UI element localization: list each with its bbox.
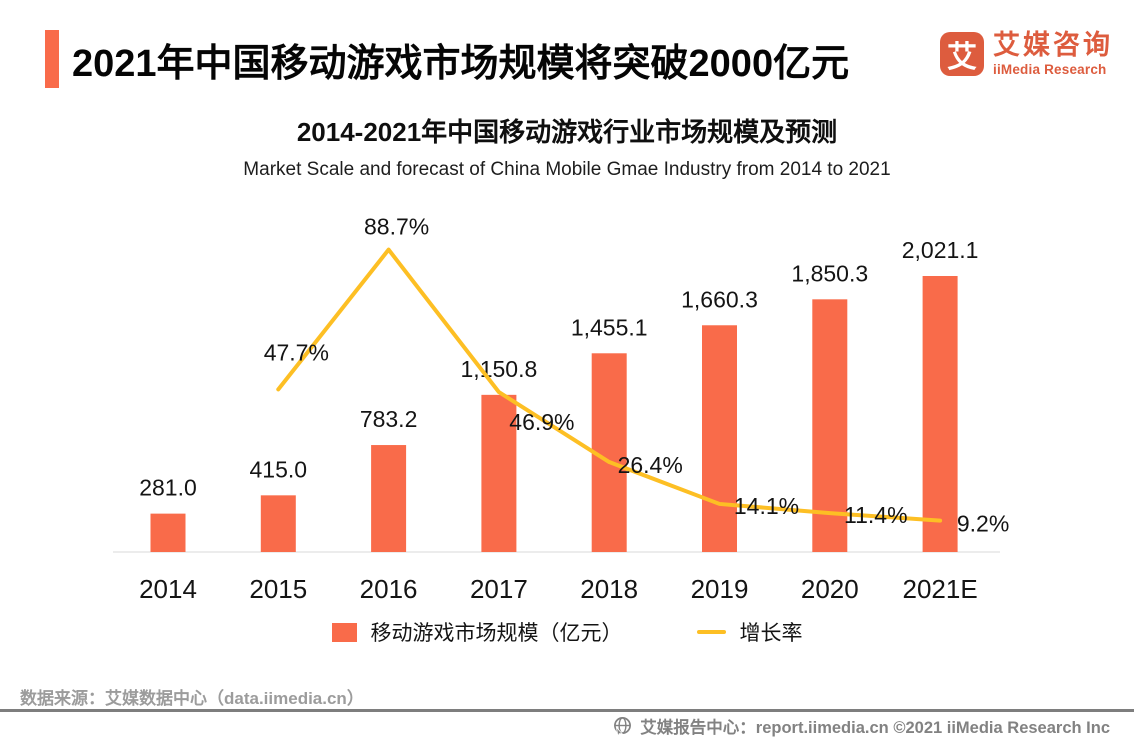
line-series-swatch bbox=[696, 630, 726, 634]
bar-value-label: 281.0 bbox=[139, 475, 197, 501]
brand-name-cn: 艾媒咨询 bbox=[993, 30, 1113, 60]
x-axis-label: 2016 bbox=[360, 574, 418, 604]
chart-legend: 移动游戏市场规模（亿元） 增长率 bbox=[0, 618, 1134, 646]
bar-2021E bbox=[922, 276, 958, 552]
chart-subtitle: Market Scale and forecast of China Mobil… bbox=[243, 159, 891, 180]
x-axis-label: 2019 bbox=[691, 574, 749, 604]
iimedia-logo-icon: 艾 bbox=[940, 32, 984, 77]
growth-value-label: 9.2% bbox=[957, 511, 1009, 537]
bar-2019 bbox=[702, 325, 737, 552]
data-source-note: 数据来源：艾媒数据中心（data.iimedia.cn） bbox=[20, 689, 364, 708]
bar-value-label: 1,455.1 bbox=[571, 314, 648, 340]
growth-value-label: 26.4% bbox=[618, 452, 683, 478]
bar-2014 bbox=[150, 513, 186, 552]
growth-value-label: 46.9% bbox=[509, 409, 574, 435]
bar-value-label: 783.2 bbox=[360, 406, 418, 432]
x-axis-label: 2014 bbox=[139, 574, 197, 604]
growth-value-label: 14.1% bbox=[734, 493, 799, 519]
bar-value-label: 1,850.3 bbox=[791, 260, 868, 286]
title-accent-bar bbox=[45, 30, 59, 88]
globe-cursor-icon bbox=[614, 716, 632, 737]
growth-value-label: 88.7% bbox=[364, 214, 429, 240]
x-axis-label: 2021E bbox=[903, 574, 978, 604]
growth-value-label: 11.4% bbox=[844, 502, 908, 528]
footer-divider bbox=[0, 709, 1134, 712]
chart-header: 2014-2021年中国移动游戏行业市场规模及预测 Market Scale a… bbox=[0, 112, 1134, 181]
bar-value-label: 1,660.3 bbox=[681, 286, 758, 312]
x-axis-label: 2015 bbox=[249, 574, 307, 604]
x-axis-label: 2020 bbox=[801, 574, 859, 604]
bar-2017 bbox=[481, 394, 517, 552]
bar-2020 bbox=[812, 299, 848, 552]
x-axis-label: 2018 bbox=[580, 574, 638, 604]
bar-value-label: 2,021.1 bbox=[902, 237, 979, 263]
brand-name-en: iiMedia Research bbox=[993, 62, 1107, 77]
brand-logo-text: 艾媒咨询 iiMedia Research bbox=[993, 32, 1113, 77]
growth-value-label: 47.7% bbox=[264, 339, 329, 365]
report-center-text: 艾媒报告中心：report.iimedia.cn ©2021 iiMedia R… bbox=[640, 719, 1110, 737]
bar-series-legend-label: 移动游戏市场规模（亿元） bbox=[370, 622, 623, 645]
line-series-legend-label: 增长率 bbox=[739, 622, 803, 645]
chart-title: 2014-2021年中国移动游戏行业市场规模及预测 bbox=[296, 117, 838, 147]
growth-rate-line bbox=[276, 247, 943, 523]
bar-2016 bbox=[371, 445, 407, 552]
x-axis-label: 2017 bbox=[470, 574, 528, 604]
report-center-bar: 艾媒报告中心：report.iimedia.cn ©2021 iiMedia R… bbox=[612, 714, 1110, 737]
bar-value-label: 415.0 bbox=[250, 456, 308, 482]
brand-logo: 艾 艾媒咨询 iiMedia Research bbox=[940, 32, 1113, 77]
page-title: 2021年中国移动游戏市场规模将突破2000亿元 bbox=[72, 42, 850, 85]
bar-series-swatch bbox=[331, 622, 357, 642]
bar-2015 bbox=[260, 495, 296, 552]
